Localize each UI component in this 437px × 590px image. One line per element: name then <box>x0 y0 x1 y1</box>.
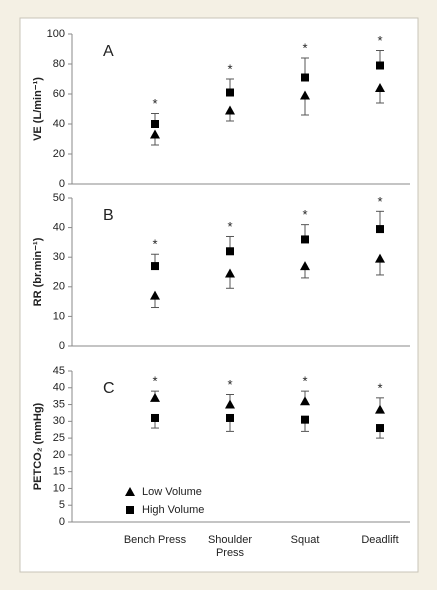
panel-label: A <box>103 43 114 60</box>
y-tick-label: 15 <box>53 466 65 478</box>
y-tick-label: 0 <box>59 178 65 190</box>
y-tick-label: 10 <box>53 482 65 494</box>
y-tick-label: 100 <box>47 28 65 40</box>
triangle-marker <box>300 261 310 271</box>
panel-label: C <box>103 380 115 397</box>
y-tick-label: 40 <box>53 382 65 394</box>
panel-label: B <box>103 207 114 224</box>
significance-mark: * <box>152 374 157 389</box>
significance-mark: * <box>302 207 307 222</box>
significance-mark: * <box>227 219 232 234</box>
square-marker <box>226 88 234 97</box>
triangle-marker <box>225 105 235 115</box>
triangle-marker <box>300 396 310 406</box>
y-tick-label: 30 <box>53 415 65 427</box>
y-axis-label: PETCO₂ (mmHg) <box>32 402 44 490</box>
significance-mark: * <box>302 40 307 55</box>
y-tick-label: 20 <box>53 281 65 293</box>
square-marker <box>376 424 384 433</box>
legend-label: High Volume <box>142 504 204 516</box>
square-marker <box>226 247 234 256</box>
square-marker <box>151 413 159 422</box>
significance-mark: * <box>152 96 157 111</box>
significance-mark: * <box>227 377 232 392</box>
triangle-marker <box>150 129 160 139</box>
square-marker <box>151 120 159 128</box>
significance-mark: * <box>377 380 382 395</box>
x-tick-label: Bench Press <box>123 534 187 546</box>
y-tick-label: 20 <box>53 148 65 160</box>
significance-mark: * <box>302 374 307 389</box>
y-tick-label: 5 <box>59 499 65 511</box>
y-axis-label: VE (L/min⁻¹) <box>32 77 44 141</box>
triangle-marker <box>225 399 235 409</box>
triangle-marker <box>225 268 235 278</box>
y-tick-label: 25 <box>53 432 65 444</box>
legend-marker <box>125 487 135 496</box>
significance-mark: * <box>377 194 382 209</box>
triangle-marker <box>300 90 310 100</box>
y-tick-label: 80 <box>53 58 65 70</box>
square-marker <box>301 415 309 424</box>
y-tick-label: 40 <box>53 118 65 130</box>
significance-mark: * <box>377 33 382 48</box>
y-tick-label: 30 <box>53 251 65 263</box>
triangle-marker <box>150 290 160 300</box>
x-tick-label: Deadlift <box>361 534 399 546</box>
legend-marker <box>126 506 134 514</box>
y-tick-label: 10 <box>53 310 65 322</box>
square-marker <box>301 235 309 244</box>
square-marker <box>376 225 384 234</box>
triangle-marker <box>375 253 385 263</box>
square-marker <box>301 73 309 82</box>
triangle-marker <box>150 392 160 402</box>
square-marker <box>376 61 384 70</box>
square-marker <box>226 413 234 422</box>
legend-label: Low Volume <box>142 486 202 498</box>
significance-mark: * <box>152 237 157 252</box>
square-marker <box>151 262 159 271</box>
x-tick-label: Squat <box>290 534 320 546</box>
y-tick-label: 0 <box>59 516 65 528</box>
y-tick-label: 0 <box>59 340 65 352</box>
y-tick-label: 50 <box>53 192 65 204</box>
triangle-marker <box>375 404 385 414</box>
significance-mark: * <box>227 61 232 76</box>
y-axis-label: RR (br.min⁻¹) <box>32 237 44 306</box>
frame <box>19 17 419 573</box>
x-tick-label: Shoulder Press <box>207 534 253 559</box>
y-tick-label: 20 <box>53 449 65 461</box>
triangle-marker <box>375 83 385 92</box>
y-tick-label: 40 <box>53 222 65 234</box>
y-tick-label: 60 <box>53 88 65 100</box>
y-tick-label: 35 <box>53 398 65 410</box>
y-tick-label: 45 <box>53 365 65 377</box>
